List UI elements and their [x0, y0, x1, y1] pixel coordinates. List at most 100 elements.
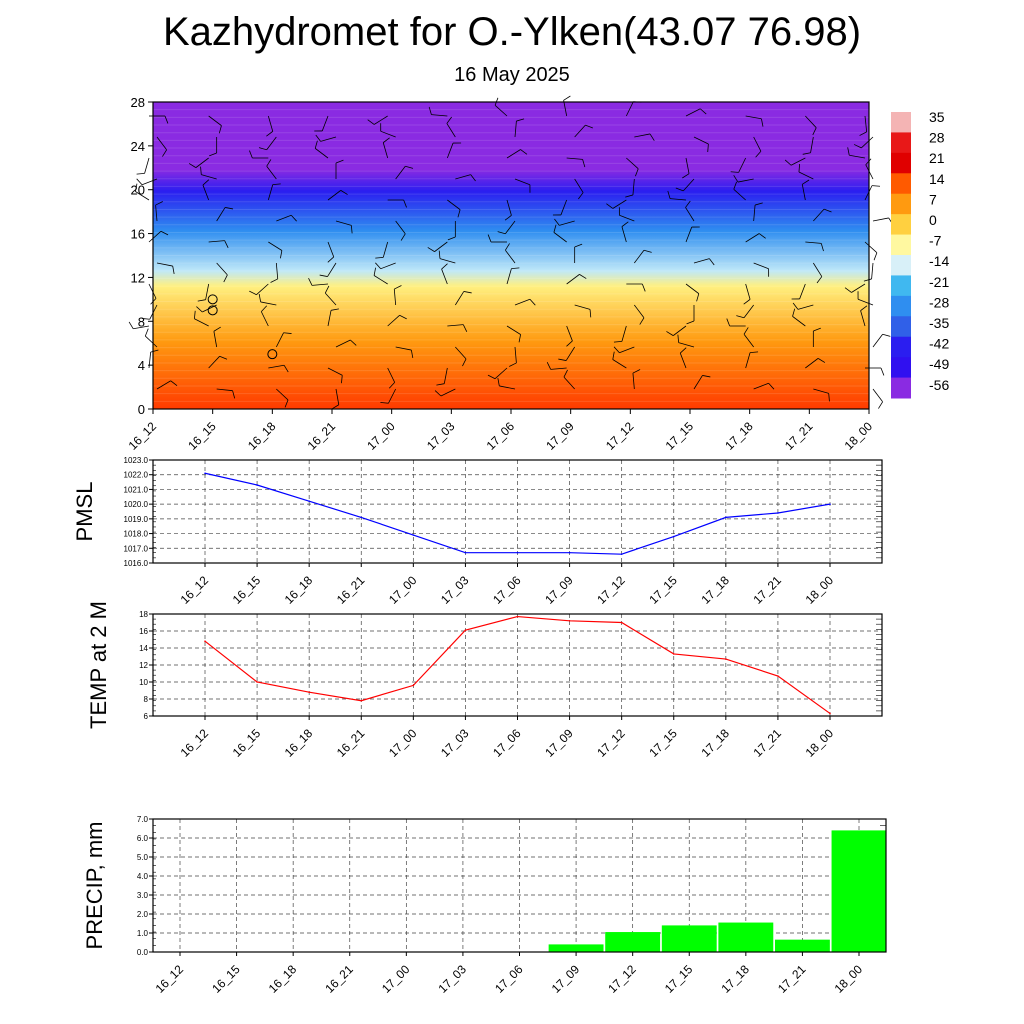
wind-barb: [327, 367, 343, 376]
wind-barb: [857, 298, 874, 306]
wind-barb-flag: [280, 250, 283, 259]
wind-barb: [144, 157, 150, 174]
wind-barb-flag: [707, 143, 709, 153]
x-tick-label: 17_21: [751, 573, 785, 607]
wind-barb: [871, 262, 874, 279]
wind-barb-flag: [487, 234, 492, 243]
wind-barb: [685, 207, 695, 222]
wind-barb: [454, 291, 465, 306]
wind-barb-flag: [750, 351, 759, 354]
wind-barb: [872, 217, 889, 222]
wind-barb: [395, 165, 406, 180]
wind-barb: [566, 325, 573, 342]
wind-barb: [872, 388, 883, 403]
wind-barb-flag: [315, 134, 321, 142]
colorbar-label: -35: [929, 315, 949, 331]
wind-barb-flag: [878, 401, 883, 409]
wind-barb: [156, 262, 173, 267]
wind-barb: [514, 298, 531, 306]
wind-barb: [494, 367, 508, 380]
wind-barb-flag: [272, 183, 281, 186]
wind-barb-flag: [463, 291, 472, 294]
wind-barb-flag: [172, 265, 175, 274]
x-tick-label: 17_09: [542, 573, 576, 607]
wind-barb-flag: [340, 190, 348, 195]
y-tick-label: 2.0: [137, 910, 149, 919]
data-point: [568, 551, 571, 554]
wind-barb-flag: [606, 203, 614, 209]
wind-barb: [506, 149, 521, 159]
wind-barb-flag: [768, 382, 775, 390]
wind-barb-flag: [197, 299, 206, 302]
wind-barb: [550, 367, 567, 370]
wind-barb: [148, 230, 162, 243]
wind-barb-flag: [438, 250, 441, 259]
wind-barb-flag: [784, 159, 792, 166]
wind-barb-flag: [802, 152, 811, 155]
wind-barb: [335, 220, 352, 226]
wind-barb-flag: [641, 283, 646, 292]
wind-barb-flag: [579, 274, 587, 279]
colorbar-label: 14: [929, 171, 945, 187]
wind-barb-flag: [566, 340, 573, 347]
data-point: [620, 553, 623, 555]
wind-barb-flag: [383, 137, 390, 143]
y-tick-label: 24: [131, 139, 145, 154]
wind-barb: [505, 220, 516, 235]
wind-barb-flag: [367, 119, 375, 125]
wind-barb-flag: [213, 326, 221, 332]
x-tick-label: 17_00: [379, 962, 413, 996]
x-tick-label: 17_21: [775, 962, 809, 996]
wind-barb: [145, 335, 158, 348]
wind-barb-flag: [613, 346, 620, 354]
wind-barb-flag: [144, 328, 149, 337]
wind-barb-flag: [743, 299, 751, 305]
wind-barb-flag: [487, 374, 496, 380]
wind-barb: [799, 283, 806, 300]
wind-barb-flag: [403, 199, 407, 208]
x-tick-label: 17_21: [751, 726, 785, 760]
calm-marker: [207, 305, 218, 316]
wind-barb-flag: [223, 274, 228, 283]
precip-bar: [605, 932, 661, 952]
wind-barb: [745, 352, 751, 369]
data-point: [360, 516, 363, 519]
x-tick-label: 17_00: [386, 573, 420, 607]
wind-barb: [268, 241, 283, 251]
wind-barb-flag: [546, 362, 552, 370]
colorbar-swatch: [891, 316, 911, 338]
x-tick-label: 17_18: [718, 962, 752, 996]
wind-barb-flag: [511, 267, 520, 270]
wind-barb: [393, 289, 397, 306]
wind-barb-flag: [685, 200, 691, 208]
wind-barb: [812, 262, 823, 277]
wind-barb-flag: [196, 306, 203, 313]
x-tick-label: 17_09: [543, 419, 577, 453]
colorbar-label: -28: [929, 294, 949, 310]
wind-barb-flag: [882, 333, 891, 337]
y-axis-label: PRECIP, mm: [82, 822, 107, 950]
wind-barb-flag: [375, 262, 382, 270]
y-tick-label: 6.0: [137, 834, 149, 843]
wind-barb-flag: [434, 390, 442, 397]
wind-barb: [790, 157, 806, 166]
wind-barb-flag: [755, 150, 762, 158]
wind-barb: [738, 157, 747, 173]
wind-barb-flag: [388, 382, 395, 389]
precip-panel: 0.0 1.0 2.0 3.0 4.0 5.0 6.0 7.0 16_12 16_15 16_18 1…: [82, 815, 887, 996]
wind-barb: [382, 241, 389, 258]
y-tick-label: 4: [138, 358, 145, 373]
data-point: [256, 681, 258, 683]
wind-barb: [801, 184, 806, 201]
y-axis-label: TEMP at 2 M: [86, 601, 111, 729]
wind-barb-flag: [249, 290, 257, 296]
wind-barb-flag: [428, 106, 432, 115]
wind-barb-flag: [639, 317, 645, 325]
wind-barb-flag: [447, 236, 456, 241]
wind-barb: [440, 388, 456, 397]
data-point: [412, 534, 415, 536]
wind-barb: [685, 108, 701, 117]
cross-section-panel: 0 4 8 12 16 20 24 28 16_12 16_15 16_18 16_21 17_00 17…: [126, 95, 894, 453]
wind-barb: [194, 318, 209, 327]
y-tick-label: 1018.0: [124, 530, 149, 539]
